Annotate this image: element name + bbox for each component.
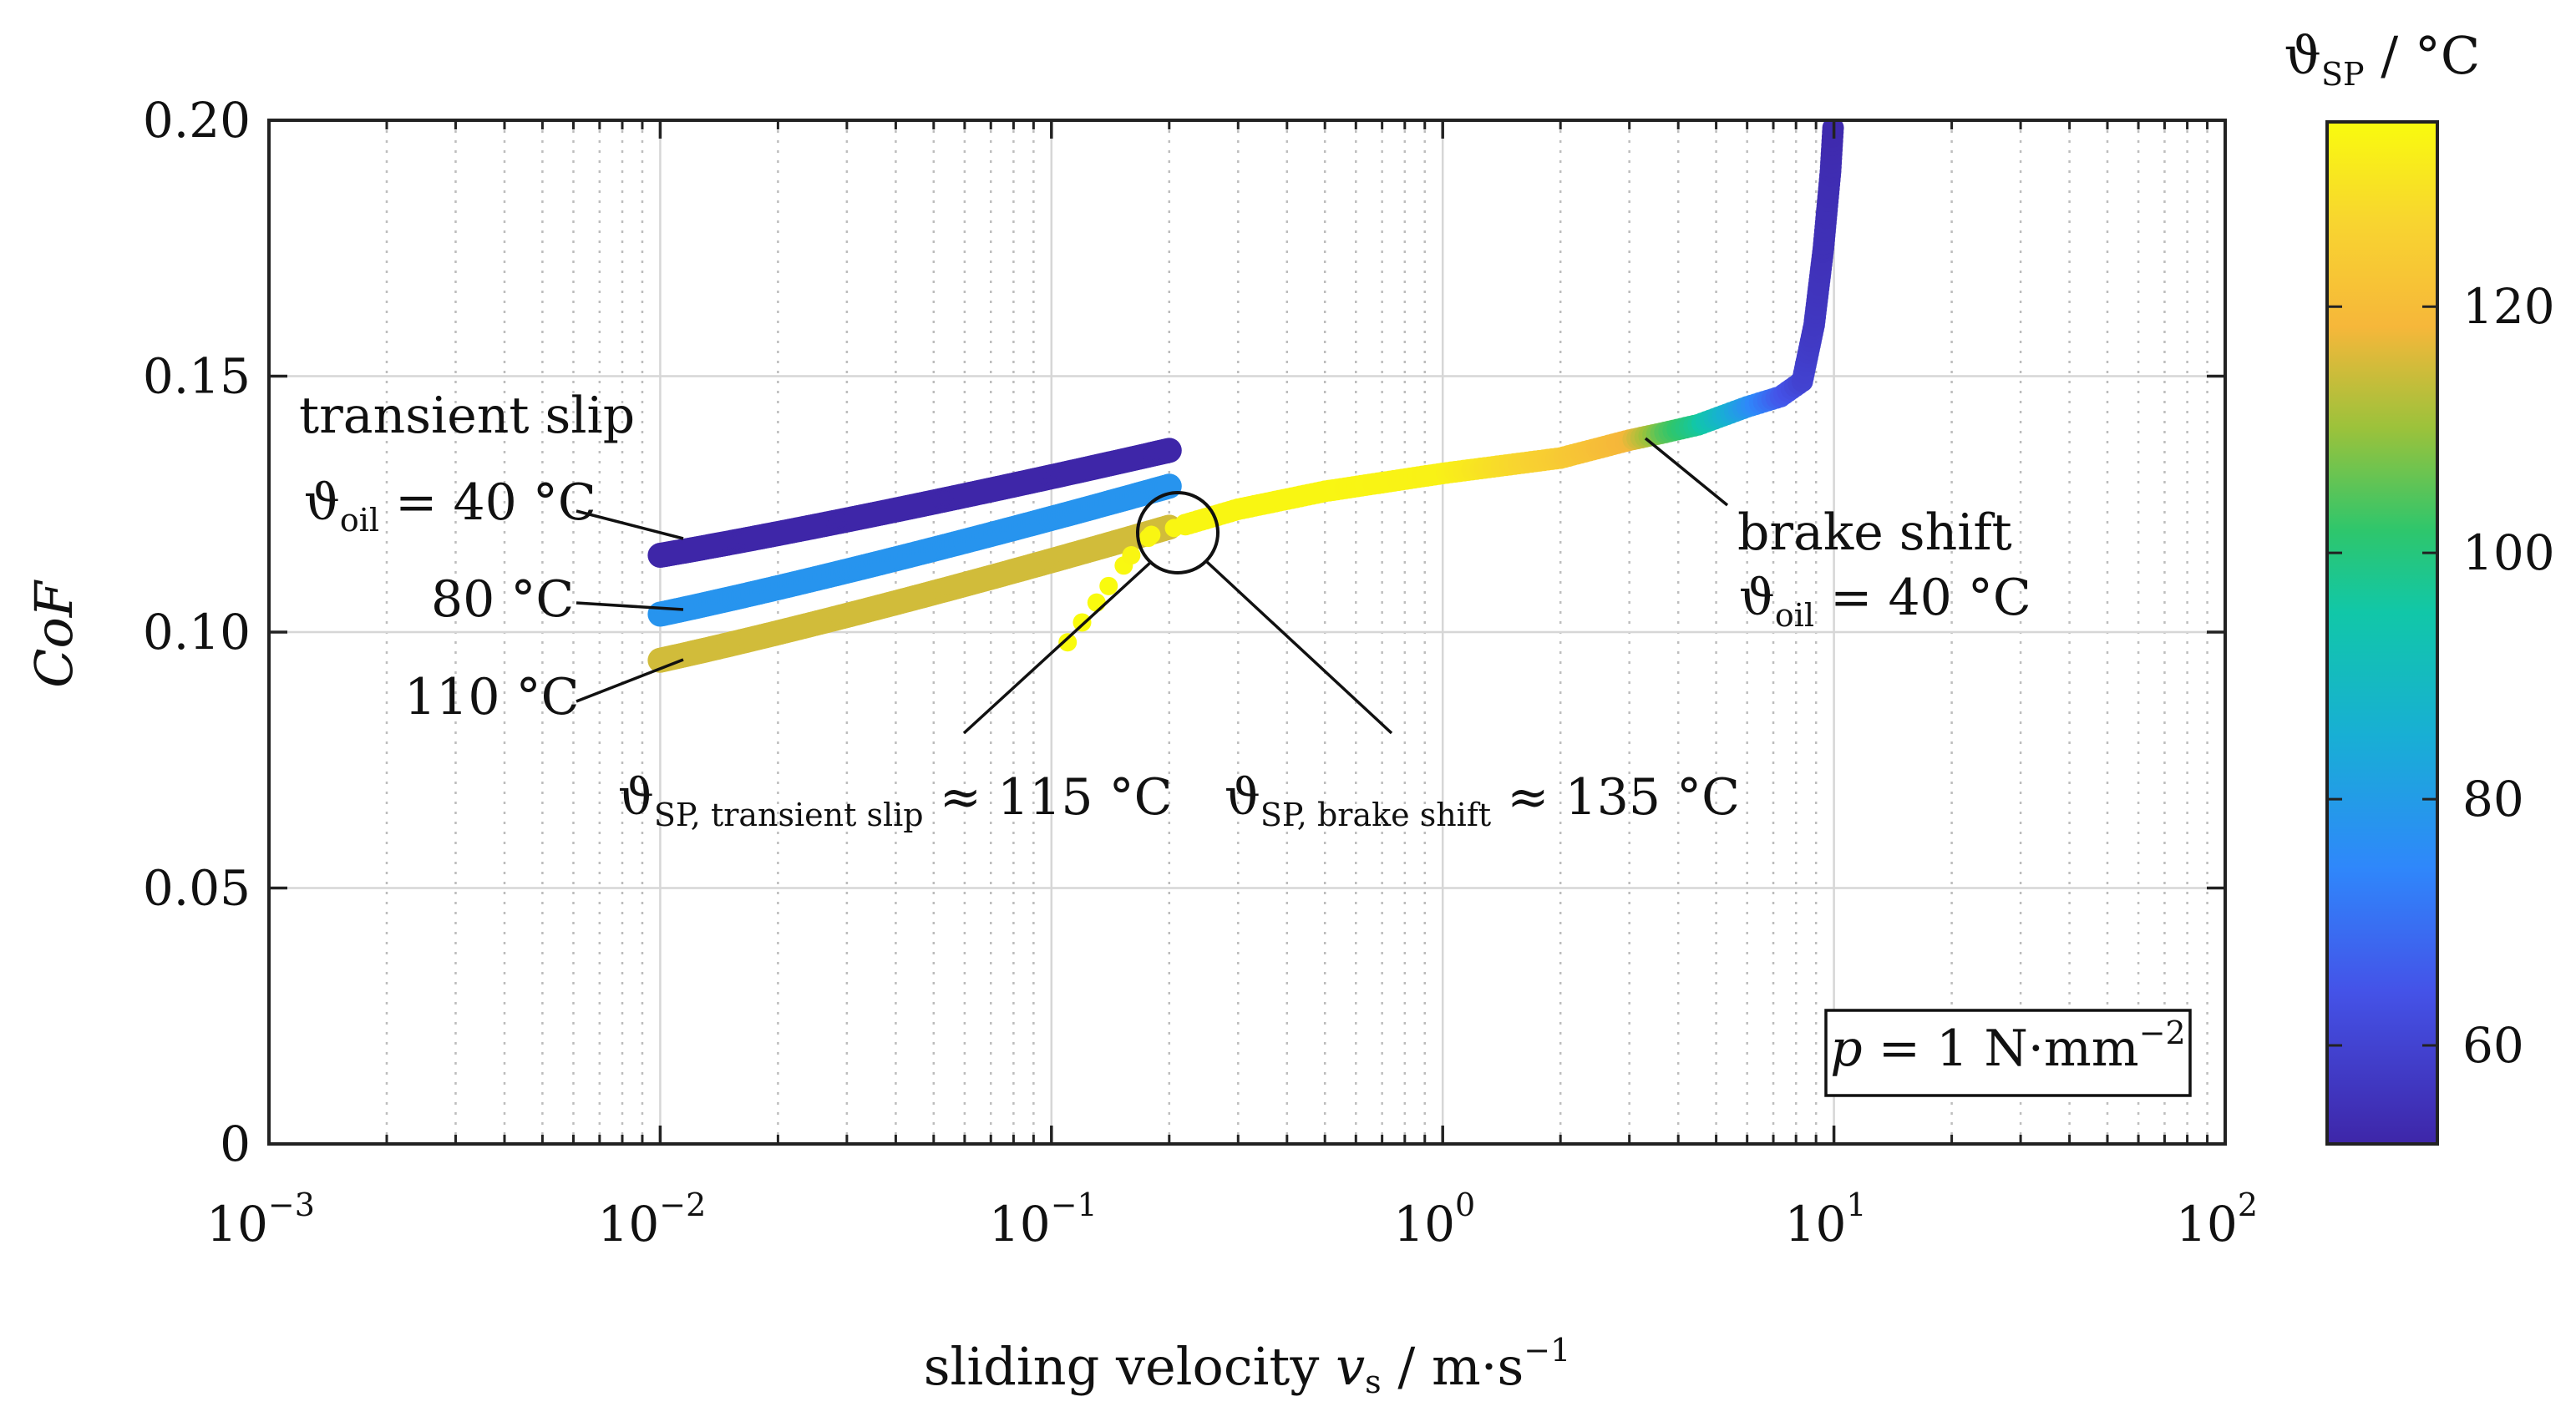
data-point [1058, 633, 1078, 652]
x-tick-base: 10 [2176, 1196, 2238, 1252]
x-tick-label: 10−2 [597, 1187, 706, 1252]
leader-sp-transient [962, 560, 1153, 735]
data-point [1142, 525, 1161, 544]
colorbar-bar [2325, 120, 2439, 1146]
leader-brake [1644, 437, 1729, 507]
x-tick-exp: −3 [268, 1187, 315, 1223]
transient-slip-title: transient slip [299, 387, 635, 445]
x-tick-base: 10 [597, 1196, 659, 1252]
x-tick-base: 10 [206, 1196, 268, 1252]
leader-40 [576, 509, 684, 540]
series-1 [647, 473, 1182, 627]
colorbar-title: ϑSP / °C [2284, 25, 2481, 93]
x-tick-exp: 0 [1455, 1187, 1475, 1223]
colorbar: 60 80 100 120 ϑSP / °C [2284, 25, 2555, 1146]
x-tick-exp: −1 [1051, 1187, 1098, 1223]
x-tick-exp: 2 [2238, 1187, 2258, 1223]
colorbar-ticks: 60 80 100 120 [2327, 278, 2555, 1074]
x-tick-base: 10 [1393, 1196, 1455, 1252]
leader-110 [576, 658, 684, 703]
series-layer [647, 120, 1844, 673]
leader-80 [576, 601, 684, 611]
colorbar-tick-label: 120 [2462, 278, 2555, 335]
y-tick-label: 0.05 [143, 860, 251, 917]
annotations: transient slip ϑoil = 40 °C 80 °C 110 °C… [299, 387, 2192, 1097]
colorbar-tick-label: 100 [2462, 524, 2555, 581]
brake-shift-title: brake shift [1737, 503, 2012, 562]
grid [267, 119, 2227, 1146]
x-axis-label: sliding velocity vs / m·s−1 [924, 1332, 1571, 1400]
x-tick-label: 100 [1393, 1187, 1475, 1252]
transient-slip-80-label: 80 °C [431, 570, 574, 629]
x-tick-exp: 1 [1846, 1187, 1866, 1223]
x-tick-label: 101 [1785, 1187, 1867, 1252]
colorbar-tick-label: 60 [2462, 1017, 2524, 1074]
transient-slip-40-label: ϑoil = 40 °C [304, 473, 596, 539]
brake-shift-oil-label: ϑoil = 40 °C [1739, 569, 2031, 634]
data-point [1072, 613, 1092, 632]
y-tick-label: 0.15 [143, 348, 251, 405]
data-point [1156, 438, 1182, 463]
transient-slip-110-label: 110 °C [404, 668, 580, 726]
x-axis-ticks: 10−3 10−2 10−1 100 101 102 [206, 120, 2258, 1252]
y-tick-label: 0.20 [143, 92, 251, 149]
data-point [1122, 546, 1141, 565]
colorbar-tick-label: 80 [2462, 771, 2524, 827]
x-tick-base: 10 [1785, 1196, 1847, 1252]
x-tick-exp: −2 [659, 1187, 706, 1223]
sp-transient-label: ϑSP, transient slip ≈ 115 °C [618, 768, 1173, 833]
data-point [1099, 576, 1118, 595]
x-tick-label: 10−1 [989, 1187, 1098, 1252]
pressure-box [1824, 1009, 2192, 1097]
y-axis-label: CoF [23, 579, 84, 688]
x-tick-base: 10 [989, 1196, 1051, 1252]
y-tick-label: 0.10 [143, 604, 251, 660]
x-tick-label: 10−3 [206, 1187, 315, 1252]
leader-sp-brake [1205, 560, 1393, 735]
transition-circle [1136, 491, 1220, 574]
data-point [1087, 593, 1106, 612]
y-tick-label: 0 [220, 1116, 251, 1172]
y-axis-ticks: 0 0.05 0.10 0.15 0.20 [143, 92, 2225, 1172]
series-0 [647, 438, 1182, 569]
x-tick-label: 102 [2176, 1187, 2258, 1252]
pressure-label: p = 1 N·mm−2 [1830, 1015, 2185, 1078]
sp-brake-label: ϑSP, brake shift ≈ 135 °C [1225, 768, 1740, 833]
